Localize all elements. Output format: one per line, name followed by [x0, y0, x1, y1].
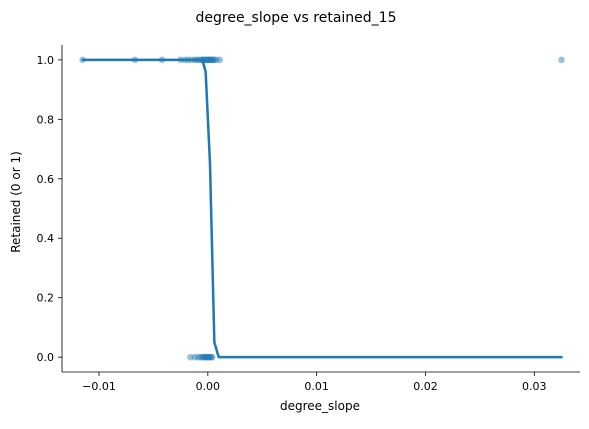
scatter-points — [79, 56, 565, 361]
data-point — [216, 56, 224, 64]
y-axis-label: Retained (0 or 1) — [9, 151, 23, 253]
x-tick-label: −0.01 — [82, 380, 116, 393]
y-tick-label: 0.8 — [37, 113, 55, 126]
y-tick-label: 0.4 — [37, 232, 55, 245]
data-point — [201, 353, 208, 361]
x-axis-label: degree_slope — [280, 399, 360, 413]
x-tick-label: 0.00 — [196, 380, 221, 393]
data-point — [208, 56, 216, 64]
data-point — [207, 56, 215, 64]
data-point — [208, 353, 216, 361]
data-point — [558, 56, 565, 64]
chart-title: degree_slope vs retained_15 — [196, 10, 397, 26]
data-point — [187, 353, 194, 361]
data-point — [191, 353, 199, 361]
y-tick-label: 0.2 — [37, 292, 55, 305]
data-point — [213, 56, 220, 64]
data-point — [209, 56, 217, 64]
data-point — [204, 56, 212, 64]
data-point — [203, 56, 211, 64]
data-point — [211, 56, 218, 64]
x-tick-label: 0.01 — [304, 380, 329, 393]
data-point — [196, 353, 204, 361]
data-point — [194, 353, 202, 361]
y-tick-label: 1.0 — [37, 54, 55, 67]
data-point — [206, 353, 214, 361]
x-tick-label: 0.02 — [413, 380, 438, 393]
data-point — [199, 353, 206, 361]
data-point — [207, 353, 215, 361]
data-point — [203, 353, 211, 361]
data-point — [205, 56, 213, 64]
fit-curve-line — [81, 58, 563, 359]
data-point — [200, 353, 207, 361]
data-point — [202, 353, 209, 361]
data-point — [206, 56, 214, 64]
fit-curve — [81, 58, 563, 359]
x-tick-label: 0.03 — [522, 380, 547, 393]
data-point — [204, 353, 212, 361]
data-point — [205, 353, 213, 361]
y-tick-label: 0.0 — [37, 351, 55, 364]
axes: −0.01 0.00 0.01 0.02 0.03 0.0 0.2 0.4 0.6 0.8 1.0 — [37, 45, 580, 393]
y-tick-label: 0.6 — [37, 173, 55, 186]
